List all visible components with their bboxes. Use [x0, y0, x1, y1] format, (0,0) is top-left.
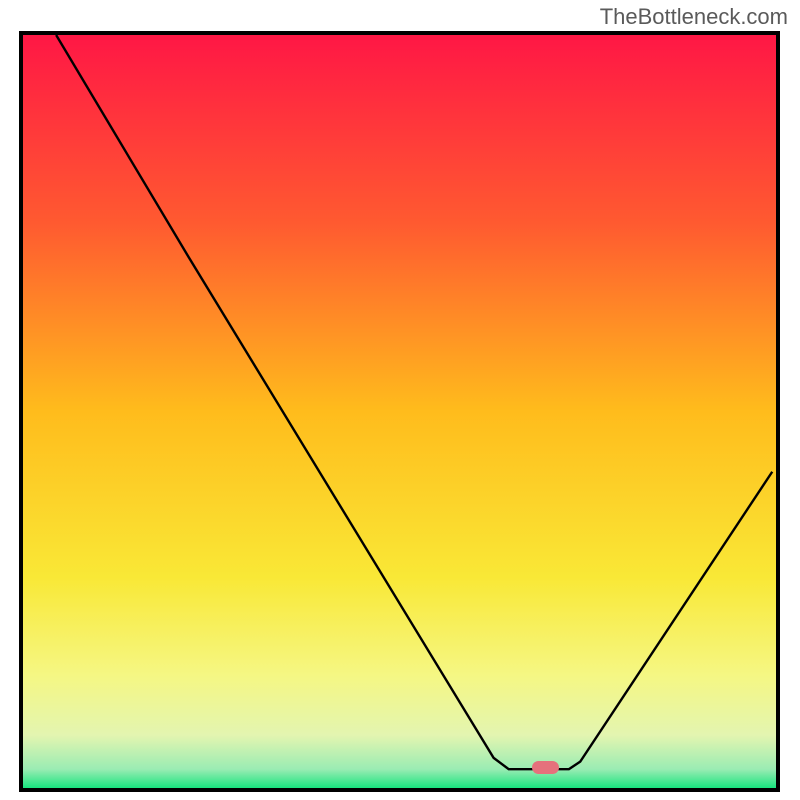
plot-frame — [19, 31, 780, 792]
minimum-marker — [532, 761, 559, 775]
watermark-text: TheBottleneck.com — [600, 4, 788, 30]
chart-container: TheBottleneck.com — [0, 0, 800, 800]
curve-line — [23, 35, 776, 788]
